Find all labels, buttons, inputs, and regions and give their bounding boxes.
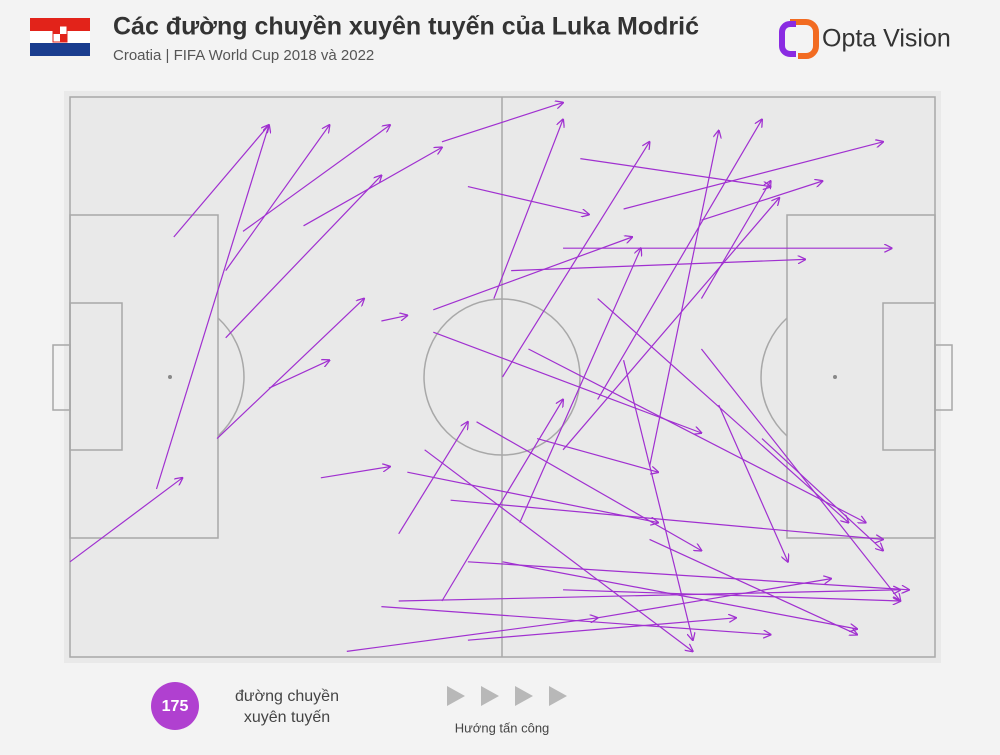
- pass: [648, 131, 719, 467]
- subtitle: Croatia | FIFA World Cup 2018 và 2022: [113, 47, 374, 64]
- pass: [597, 579, 832, 619]
- pass: [433, 237, 632, 311]
- title: Các đường chuyền xuyên tuyến của Luka Mo…: [113, 13, 699, 41]
- count: 175: [162, 698, 189, 715]
- pass: [476, 421, 702, 551]
- brand: Opta Vision: [822, 25, 951, 53]
- pass: [623, 142, 884, 210]
- pass: [528, 348, 865, 523]
- pass: [563, 589, 900, 601]
- pass: [536, 438, 658, 473]
- pass: [398, 590, 901, 602]
- pass: [242, 125, 390, 232]
- pass: [225, 125, 330, 271]
- pass: [701, 181, 822, 221]
- pass: [346, 618, 598, 652]
- pass: [381, 315, 407, 322]
- count-label: xuyên tuyến: [244, 709, 330, 726]
- pass: [580, 158, 770, 187]
- pass: [407, 471, 658, 522]
- brand-logo: [779, 19, 819, 59]
- pass: [155, 125, 269, 490]
- pass: [303, 147, 442, 227]
- pass: [216, 299, 364, 440]
- direction-arrows: [447, 686, 567, 706]
- pass: [597, 119, 762, 400]
- pass: [761, 438, 883, 551]
- pass: [467, 186, 589, 215]
- pass: [433, 331, 701, 433]
- pass: [519, 248, 641, 523]
- pass: [562, 198, 779, 451]
- pass: [467, 618, 736, 641]
- pass: [173, 125, 269, 238]
- pass: [501, 142, 650, 378]
- pass: [69, 478, 182, 563]
- pass: [649, 538, 858, 634]
- pass: [225, 175, 382, 339]
- pass: [718, 404, 788, 562]
- flag: [30, 18, 90, 56]
- pass: [597, 298, 849, 523]
- pass: [467, 561, 909, 590]
- passes: [69, 103, 909, 652]
- pass: [424, 449, 693, 652]
- count-badge: [151, 682, 199, 730]
- pass: [320, 467, 390, 479]
- pass: [493, 119, 563, 299]
- pass: [511, 259, 805, 272]
- pass: [398, 422, 468, 535]
- pass: [268, 360, 330, 389]
- pass: [441, 103, 563, 143]
- pitch: [52, 96, 953, 658]
- pass: [441, 399, 563, 602]
- pass: [450, 499, 883, 539]
- pass: [700, 181, 770, 299]
- pass: [502, 561, 858, 629]
- count-label: đường chuyền: [235, 688, 339, 705]
- direction-label: Hướng tấn công: [455, 720, 550, 735]
